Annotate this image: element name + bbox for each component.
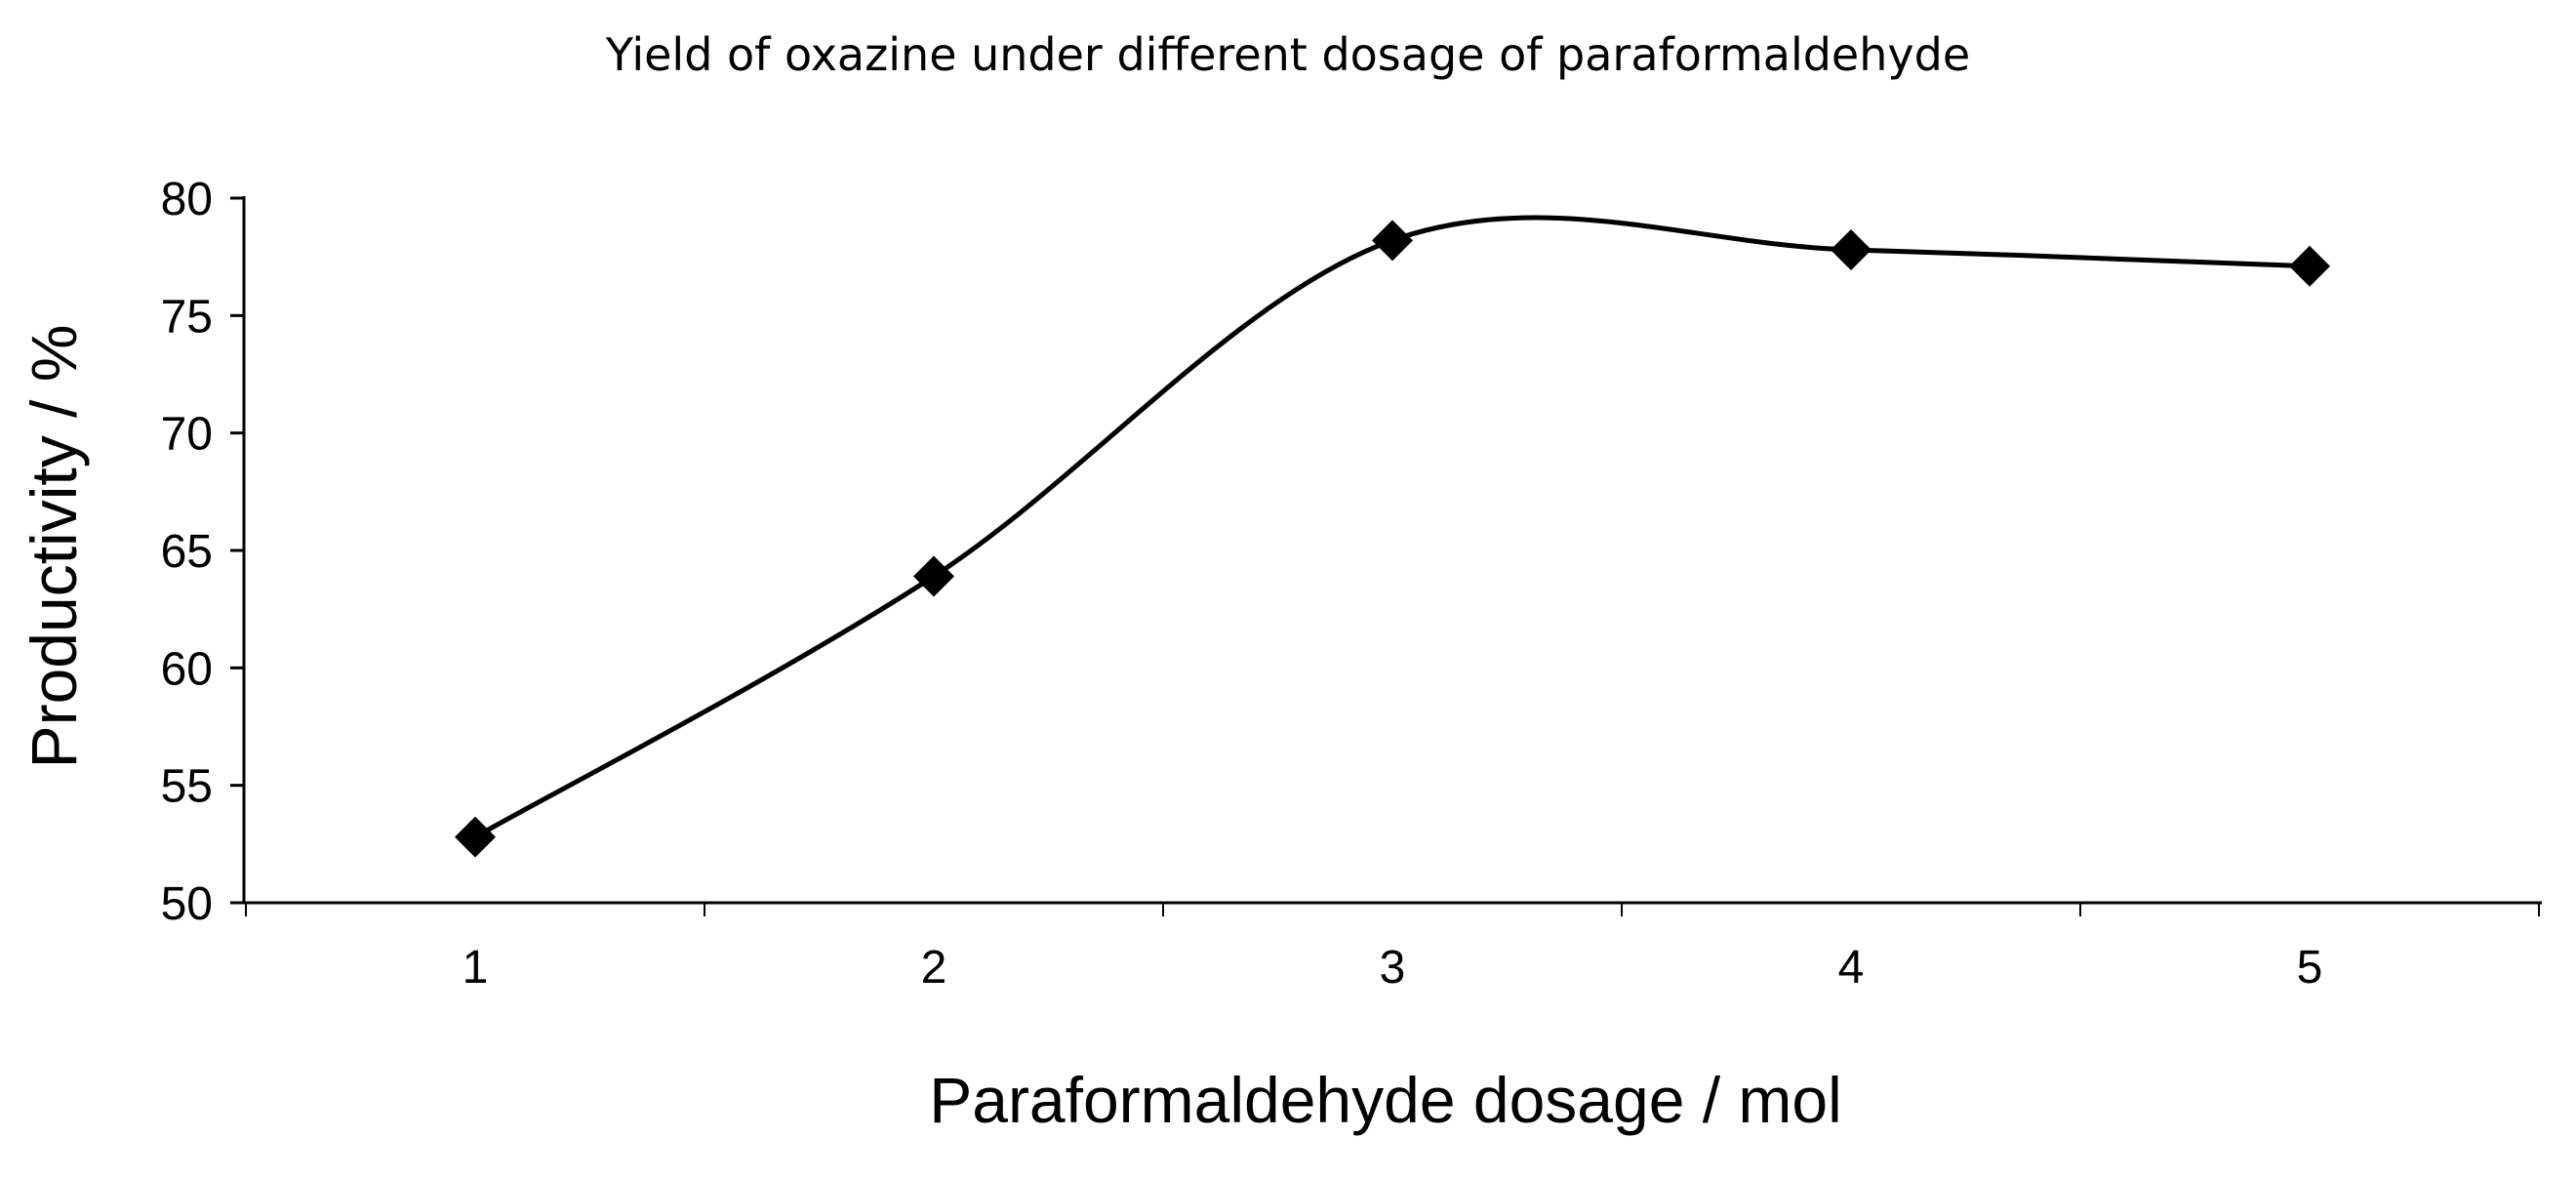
y-tick-label: 80 — [161, 174, 213, 225]
chart-title: Yield of oxazine under different dosage … — [605, 28, 1970, 81]
y-tick-label: 55 — [161, 761, 213, 813]
y-tick-label: 70 — [161, 409, 213, 461]
axes: 50 55 60 65 70 75 80 1 2 3 4 5 — [161, 174, 2542, 994]
diamond-marker — [1372, 220, 1413, 262]
data-markers — [455, 220, 2330, 858]
diamond-marker — [455, 816, 496, 858]
x-tick-label: 3 — [1380, 942, 1406, 994]
x-tick-label: 2 — [921, 942, 947, 994]
y-tick-label: 50 — [161, 878, 213, 930]
series-line — [472, 215, 2313, 840]
y-tick-label: 75 — [161, 291, 213, 343]
y-tick-label: 60 — [161, 643, 213, 695]
x-tick-label: 1 — [463, 942, 489, 994]
diamond-marker — [2289, 245, 2330, 287]
series-line-path — [472, 215, 2313, 840]
y-tick-label: 65 — [161, 526, 213, 578]
y-axis-title: Productivity / % — [18, 325, 90, 769]
x-tick-label: 4 — [1838, 942, 1865, 994]
diamond-marker — [913, 555, 954, 597]
x-tick-label: 5 — [2297, 942, 2323, 994]
diamond-marker — [1831, 228, 1872, 270]
x-axis-title: Paraformaldehyde dosage / mol — [929, 1064, 1842, 1136]
